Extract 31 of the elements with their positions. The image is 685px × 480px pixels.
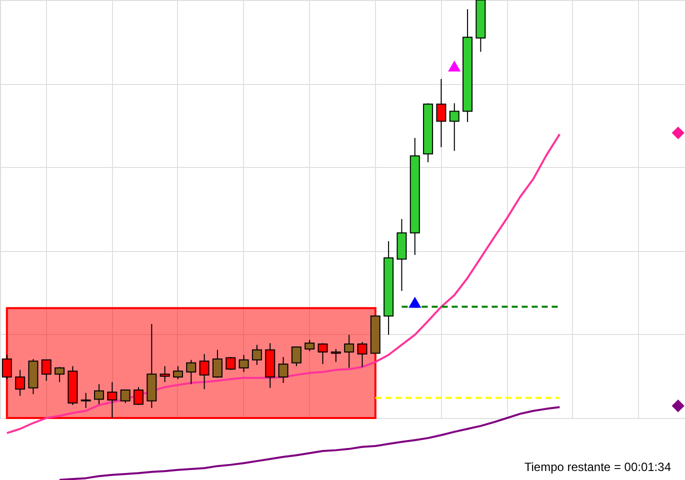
point (672, 400, 684, 412)
text: Tiempo restante = 00:01:34 (524, 460, 672, 474)
candlestick (160, 366, 170, 383)
candlestick (186, 359, 196, 385)
candlestick (344, 334, 354, 368)
candlestick (199, 354, 210, 390)
candlestick (15, 369, 26, 396)
candlestick (107, 382, 118, 418)
point (448, 60, 461, 72)
candlestick (291, 346, 302, 367)
candlestick (436, 78, 446, 148)
candlestick (278, 356, 288, 384)
candlestick (2, 354, 12, 380)
candlestick (94, 384, 104, 405)
candlestick (134, 386, 144, 406)
candlestick (226, 356, 236, 370)
point (408, 296, 422, 308)
candlestick (357, 341, 368, 368)
candlestick (41, 359, 52, 382)
candlestick (54, 366, 65, 383)
point (672, 126, 684, 140)
candlestick (212, 349, 222, 378)
candlestick (330, 348, 341, 362)
candlestick (80, 392, 91, 408)
candlestick (252, 344, 262, 366)
candlestick (172, 366, 183, 380)
candlestick (318, 342, 328, 365)
candlestick (238, 354, 249, 373)
candlestick (449, 102, 460, 152)
candlestick (120, 389, 130, 404)
candlestick (304, 339, 315, 352)
